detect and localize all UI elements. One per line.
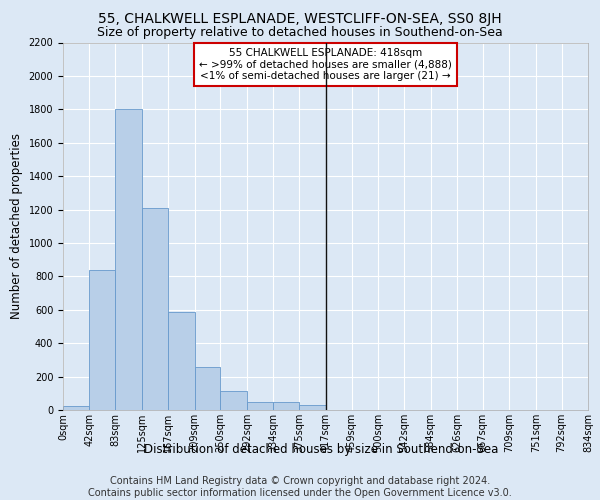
Bar xyxy=(247,402,273,410)
Text: 55 CHALKWELL ESPLANADE: 418sqm
← >99% of detached houses are smaller (4,888)
<1%: 55 CHALKWELL ESPLANADE: 418sqm ← >99% of… xyxy=(199,48,452,81)
Bar xyxy=(115,110,142,410)
Bar xyxy=(168,312,194,410)
Text: Distribution of detached houses by size in Southend-on-Sea: Distribution of detached houses by size … xyxy=(144,442,498,456)
Bar xyxy=(299,405,325,410)
Text: Size of property relative to detached houses in Southend-on-Sea: Size of property relative to detached ho… xyxy=(97,26,503,39)
Bar xyxy=(89,270,115,410)
Bar xyxy=(220,391,247,410)
Bar xyxy=(194,366,220,410)
Y-axis label: Number of detached properties: Number of detached properties xyxy=(10,133,23,320)
Bar xyxy=(63,406,89,410)
Bar xyxy=(142,208,168,410)
Text: 55, CHALKWELL ESPLANADE, WESTCLIFF-ON-SEA, SS0 8JH: 55, CHALKWELL ESPLANADE, WESTCLIFF-ON-SE… xyxy=(98,12,502,26)
Bar xyxy=(273,402,299,410)
Text: Contains HM Land Registry data © Crown copyright and database right 2024.
Contai: Contains HM Land Registry data © Crown c… xyxy=(88,476,512,498)
